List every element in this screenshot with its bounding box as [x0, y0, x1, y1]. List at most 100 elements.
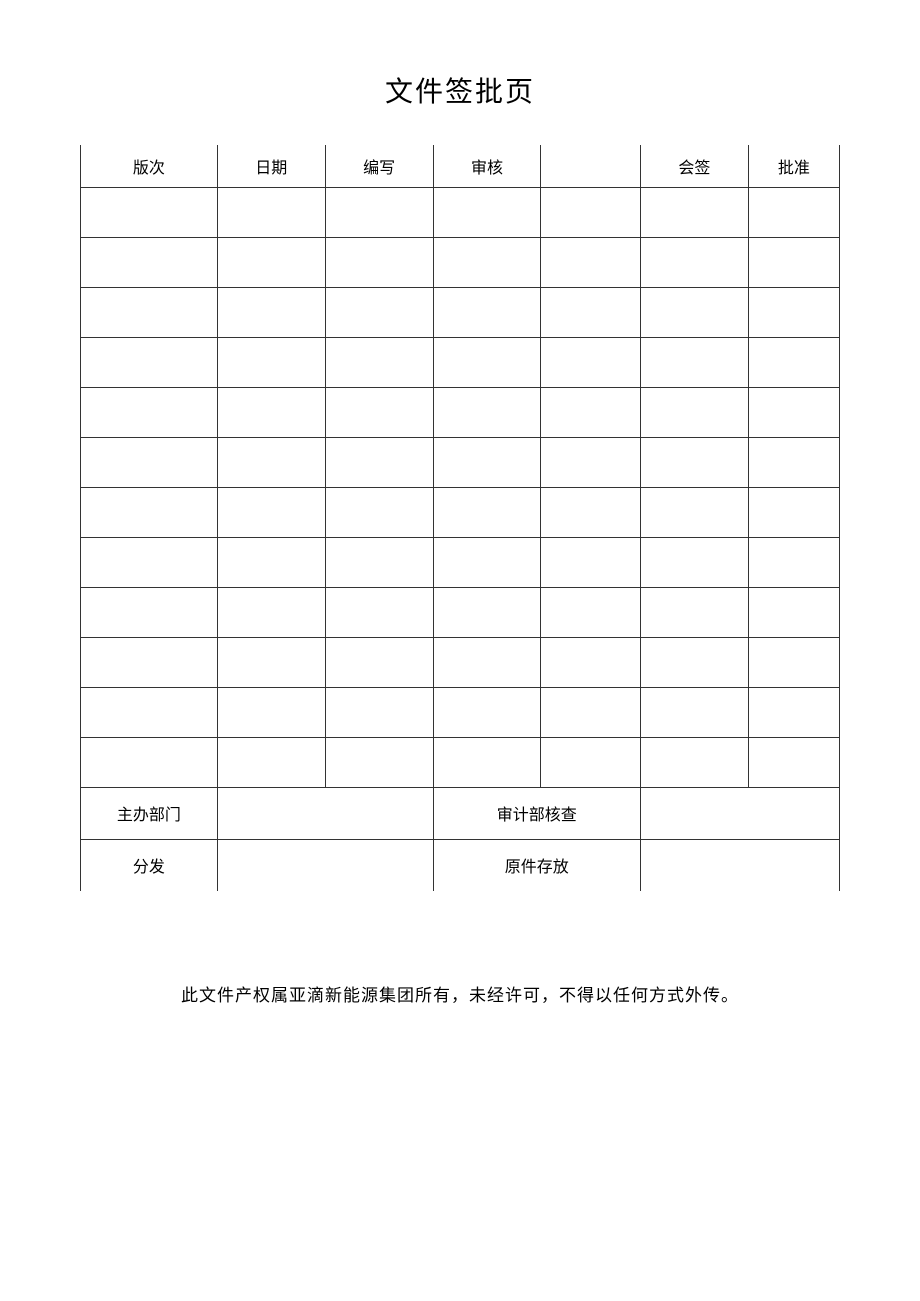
- table-cell: [433, 687, 541, 737]
- table-cell: [640, 187, 748, 237]
- table-cell: [433, 637, 541, 687]
- table-cell: [325, 637, 433, 687]
- table-cell: [325, 287, 433, 337]
- table-cell: [217, 737, 325, 787]
- col-header-version: 版次: [81, 145, 218, 187]
- table-cell: [748, 487, 839, 537]
- table-cell: [325, 487, 433, 537]
- col-header-author: 编写: [325, 145, 433, 187]
- table-cell: [640, 287, 748, 337]
- table-cell: [433, 287, 541, 337]
- footer-label: 主办部门: [81, 787, 218, 839]
- col-header-date: 日期: [217, 145, 325, 187]
- table-cell: [325, 387, 433, 437]
- footer-label: 分发: [81, 839, 218, 891]
- table-cell: [433, 337, 541, 387]
- table-cell: [81, 537, 218, 587]
- table-row: [81, 637, 840, 687]
- footer-label: 审计部核查: [433, 787, 640, 839]
- footer-note: 此文件产权属亚滴新能源集团所有，未经许可，不得以任何方式外传。: [80, 981, 840, 1006]
- table-cell: [541, 487, 641, 537]
- table-row: [81, 237, 840, 287]
- table-cell: [640, 537, 748, 587]
- table-cell: [81, 637, 218, 687]
- table-cell: [81, 237, 218, 287]
- table-row: [81, 337, 840, 387]
- col-header-blank: [541, 145, 641, 187]
- table-cell: [541, 537, 641, 587]
- col-header-approve: 批准: [748, 145, 839, 187]
- table-cell: [433, 237, 541, 287]
- table-row: [81, 187, 840, 237]
- table-cell: [541, 687, 641, 737]
- table-cell: [541, 287, 641, 337]
- table-cell: [433, 587, 541, 637]
- table-cell: [541, 737, 641, 787]
- table-cell: [433, 537, 541, 587]
- table-cell: [217, 337, 325, 387]
- table-cell: [640, 737, 748, 787]
- table-cell: [541, 587, 641, 637]
- table-cell: [748, 587, 839, 637]
- table-cell: [81, 587, 218, 637]
- table-cell: [81, 687, 218, 737]
- table-cell: [640, 587, 748, 637]
- table-cell: [748, 687, 839, 737]
- table-cell: [748, 437, 839, 487]
- footer-cell: [640, 839, 839, 891]
- table-cell: [541, 337, 641, 387]
- table-cell: [217, 587, 325, 637]
- table-cell: [325, 687, 433, 737]
- table-cell: [81, 387, 218, 437]
- table-cell: [217, 537, 325, 587]
- table-cell: [81, 737, 218, 787]
- table-cell: [748, 187, 839, 237]
- table-cell: [325, 337, 433, 387]
- col-header-cosign: 会签: [640, 145, 748, 187]
- table-row: [81, 487, 840, 537]
- table-cell: [748, 237, 839, 287]
- table-row: [81, 687, 840, 737]
- table-cell: [433, 437, 541, 487]
- table-cell: [541, 187, 641, 237]
- table-cell: [217, 687, 325, 737]
- table-cell: [325, 587, 433, 637]
- table-cell: [640, 437, 748, 487]
- table-cell: [748, 337, 839, 387]
- table-cell: [81, 437, 218, 487]
- table-cell: [217, 437, 325, 487]
- footer-cell: [217, 839, 433, 891]
- table-cell: [81, 187, 218, 237]
- table-cell: [217, 237, 325, 287]
- page-title: 文件签批页: [80, 70, 840, 110]
- table-cell: [640, 237, 748, 287]
- table-cell: [325, 187, 433, 237]
- table-cell: [217, 187, 325, 237]
- table-cell: [748, 737, 839, 787]
- col-header-review: 审核: [433, 145, 541, 187]
- approval-table: 版次 日期 编写 审核 会签 批准 主办部门审计部核查分发原件存放: [80, 145, 840, 891]
- table-row: [81, 537, 840, 587]
- table-cell: [325, 537, 433, 587]
- table-cell: [433, 737, 541, 787]
- table-cell: [217, 637, 325, 687]
- table-cell: [325, 437, 433, 487]
- table-cell: [325, 737, 433, 787]
- table-cell: [640, 337, 748, 387]
- table-row: [81, 737, 840, 787]
- table-cell: [217, 287, 325, 337]
- table-cell: [325, 237, 433, 287]
- table-row: [81, 287, 840, 337]
- table-footer-row: 主办部门 审计部核查: [81, 787, 840, 839]
- table-cell: [81, 337, 218, 387]
- table-cell: [217, 487, 325, 537]
- table-cell: [640, 387, 748, 437]
- table-cell: [81, 287, 218, 337]
- table-cell: [748, 637, 839, 687]
- footer-cell: [640, 787, 839, 839]
- table-cell: [433, 187, 541, 237]
- footer-cell: [217, 787, 433, 839]
- table-cell: [541, 437, 641, 487]
- table-cell: [748, 537, 839, 587]
- table-cell: [748, 387, 839, 437]
